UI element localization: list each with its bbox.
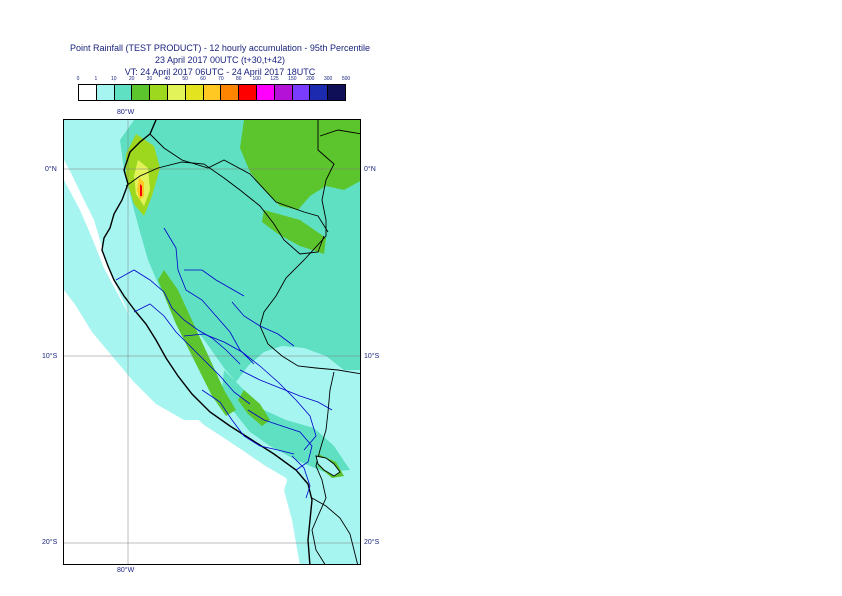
legend-tick-label: 70 [218, 76, 224, 82]
legend-tick-label: 40 [164, 76, 171, 82]
rain-area-green-band [262, 210, 326, 254]
rain-core-red [140, 184, 142, 196]
legend-tick-label: 1 [94, 76, 98, 82]
legend-tick-label: 300 [323, 76, 333, 82]
lat-label-left-10: 10°S [42, 353, 58, 360]
admin-border-10 [291, 455, 311, 499]
lat-label-right-10: 10°S [364, 353, 380, 360]
legend-swatch [221, 85, 240, 100]
border-ecuador-inner [319, 129, 360, 137]
legend-swatch [256, 85, 275, 100]
admin-border-7 [247, 409, 313, 471]
legend-swatch [132, 85, 151, 100]
admin-border-1 [115, 269, 241, 365]
rainfall-map [64, 120, 360, 564]
chart-title: Point Rainfall (TEST PRODUCT) - 12 hourl… [40, 42, 400, 78]
admin-border-3 [163, 227, 255, 365]
legend-tick-label: 60 [200, 76, 206, 82]
color-legend: 0 1 10 20 30 40 50 60 70 80 100 125 150 200 300 500 [76, 76, 350, 102]
coastline [101, 120, 313, 564]
lon-label-top: 80°W [117, 109, 135, 116]
rain-area-south-strip [284, 460, 334, 564]
legend-swatch [239, 85, 257, 100]
legend-swatch [310, 85, 329, 100]
legend-swatch [203, 85, 222, 100]
legend-swatch [274, 85, 293, 100]
lat-label-right-20: 20°S [364, 539, 380, 546]
legend-swatch [79, 85, 97, 100]
legend-tick-label: 0 [76, 76, 80, 82]
legend-swatch [328, 85, 345, 100]
legend-swatch [185, 85, 204, 100]
legend-tick-label: 125 [270, 76, 279, 82]
legend-tick-label: 500 [341, 76, 351, 82]
legend-swatch [167, 85, 186, 100]
legend-tick-label: 10 [110, 76, 117, 82]
admin-border-4 [183, 333, 317, 451]
admin-border-8 [231, 301, 295, 347]
legend-swatch [96, 85, 115, 100]
legend-tick-label: 100 [252, 76, 261, 82]
border-chile-bolivia [311, 497, 358, 564]
rain-area-green-south [238, 390, 270, 426]
legend-tick-label: 30 [146, 76, 153, 82]
admin-border-5 [201, 389, 295, 455]
legend-tick-label: 50 [182, 76, 188, 82]
rain-area-green-andes [158, 270, 236, 416]
map-panel [63, 119, 361, 565]
admin-border-6 [239, 369, 333, 411]
border-colombia [149, 133, 329, 233]
title-line-3: VT: 24 April 2017 06UTC - 24 April 2017 … [124, 67, 316, 77]
legend-swatch [150, 85, 168, 100]
rain-area-green-north [240, 120, 360, 210]
legend-swatch [292, 85, 311, 100]
legend-tick-label: 80 [236, 76, 242, 82]
admin-border-2 [133, 303, 251, 405]
legend-tick-label: 20 [128, 76, 135, 82]
legend-tick-label: 150 [288, 76, 297, 82]
lat-label-left-20: 20°S [42, 539, 58, 546]
rain-area-teal-south [222, 370, 350, 472]
lat-label-right-0: 0°N [364, 166, 376, 173]
legend-color-bar [78, 84, 346, 101]
border-ecuador-peru [125, 161, 325, 255]
lon-label-bottom: 80°W [117, 567, 135, 574]
lat-label-left-0: 0°N [45, 166, 57, 173]
title-line-2: 23 April 2017 00UTC (t+30,t+42) [154, 55, 286, 65]
rain-area-offshore [64, 180, 214, 420]
lake-titicaca [315, 455, 341, 477]
legend-tick-label: 200 [306, 76, 315, 82]
admin-border-9 [184, 269, 245, 297]
border-peru-brazil [259, 120, 360, 375]
title-line-1: Point Rainfall (TEST PRODUCT) - 12 hourl… [70, 43, 370, 53]
legend-swatch [114, 85, 133, 100]
